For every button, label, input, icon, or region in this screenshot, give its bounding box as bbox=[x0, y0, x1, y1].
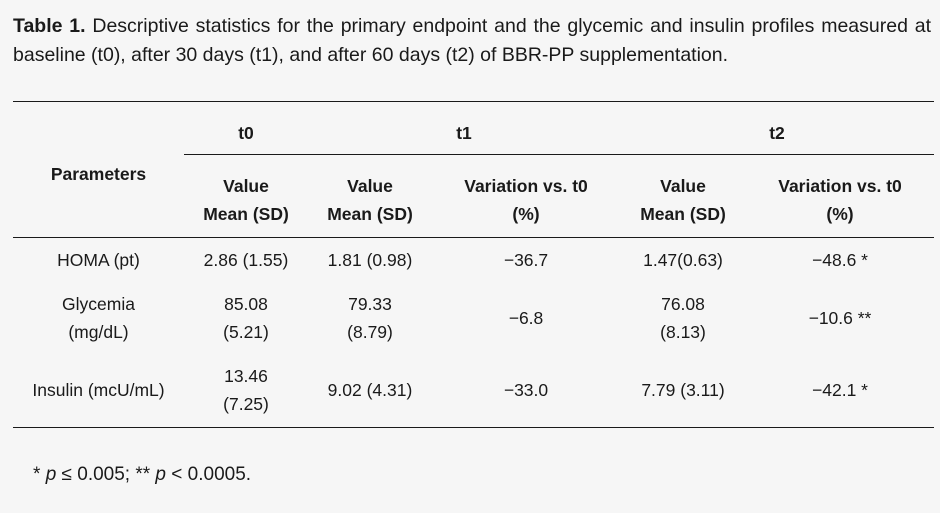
column-header-t0-value: Value Mean (SD) bbox=[203, 176, 289, 224]
table-row-homa-parameter: HOMA (pt) bbox=[57, 250, 140, 270]
table-cell-glycemia-t2-value: 76.08 (8.13) bbox=[660, 294, 706, 342]
column-header-parameters: Parameters bbox=[50, 164, 147, 184]
column-header-t2-variation: Variation vs. t0 (%) bbox=[778, 176, 902, 224]
table-row-insulin-parameter: Insulin (mcU/mL) bbox=[32, 380, 165, 400]
table-cell-glycemia-t2-variation: −10.6 ** bbox=[808, 308, 872, 328]
table-cell-insulin-t1-variation: −33.0 bbox=[503, 380, 549, 400]
group-header-t1: t1 bbox=[456, 123, 472, 143]
column-header-t2-value: Value Mean (SD) bbox=[640, 176, 726, 224]
table-cell-glycemia-t0-value: 85.08 (5.21) bbox=[223, 294, 269, 342]
table-cell-homa-t2-variation: −48.6 * bbox=[812, 250, 868, 270]
table-cell-homa-t1-value: 1.81 (0.98) bbox=[327, 250, 413, 270]
bottom-rule bbox=[13, 427, 934, 428]
table-row-glycemia-parameter: Glycemia (mg/dL) bbox=[62, 294, 135, 342]
table-cell-glycemia-t1-value: 79.33 (8.79) bbox=[347, 294, 393, 342]
group-header-t0: t0 bbox=[238, 123, 254, 143]
table-label: Table 1. bbox=[13, 15, 86, 37]
table-cell-insulin-t2-value: 7.79 (3.11) bbox=[641, 380, 725, 400]
table-cell-insulin-t2-variation: −42.1 * bbox=[812, 380, 868, 400]
table-cell-insulin-t0-value: 13.46 (7.25) bbox=[223, 366, 269, 414]
table-cell-homa-t1-variation: −36.7 bbox=[503, 250, 549, 270]
table-cell-homa-t0-value: 2.86 (1.55) bbox=[203, 250, 289, 270]
column-header-t1-value: Value Mean (SD) bbox=[327, 176, 413, 224]
table-caption: Table 1. Descriptive statistics for the … bbox=[13, 12, 931, 70]
table-footnote: * p ≤ 0.005; ** p < 0.0005. bbox=[33, 464, 252, 485]
table-caption-text: Descriptive statistics for the primary e… bbox=[13, 15, 931, 66]
column-header-t1-variation: Variation vs. t0 (%) bbox=[464, 176, 588, 224]
group-header-t2: t2 bbox=[769, 123, 785, 143]
top-rule bbox=[13, 101, 934, 102]
table-cell-homa-t2-value: 1.47(0.63) bbox=[643, 250, 723, 270]
header-bottom-rule bbox=[13, 237, 934, 238]
table-cell-insulin-t1-value: 9.02 (4.31) bbox=[327, 380, 413, 400]
table-cell-glycemia-t1-variation: −6.8 bbox=[508, 308, 544, 328]
group-header-rule bbox=[184, 154, 934, 155]
